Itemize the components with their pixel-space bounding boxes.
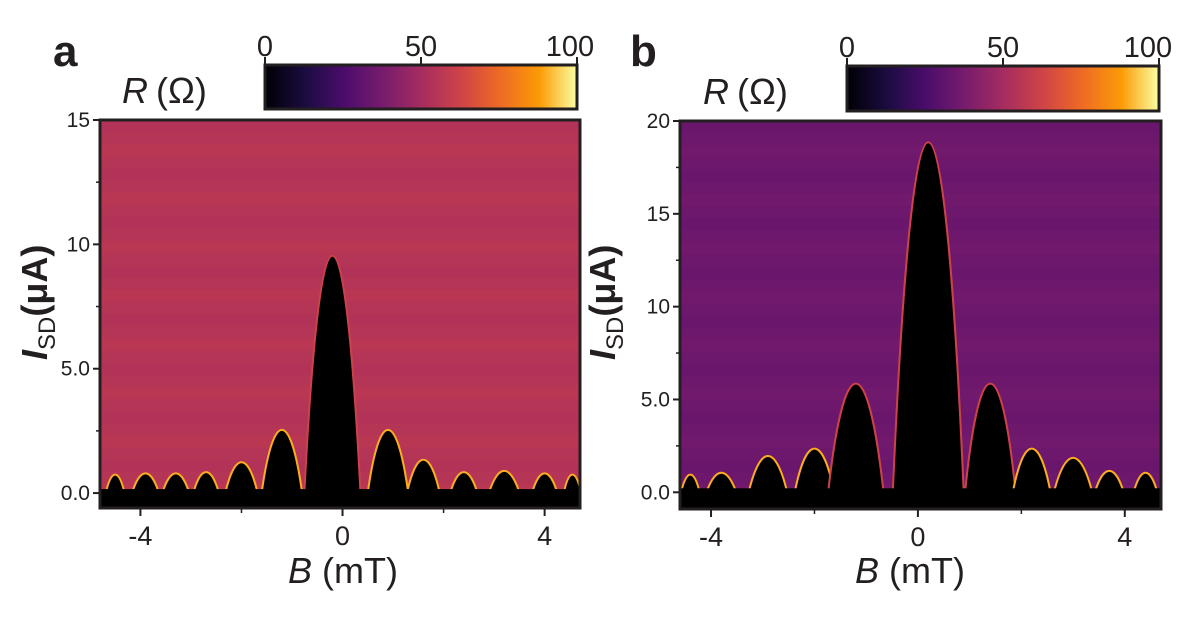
fringe-stripe (100, 192, 580, 205)
zero-resistance-lobe (260, 430, 304, 508)
y-tick-label: 15 (647, 203, 670, 226)
y-axis-ticks: 0.0 5.0 10 15 (61, 109, 100, 505)
y-axis-sub: SD (602, 317, 629, 350)
y-tick-label: 15 (67, 109, 90, 132)
colorbar-title-unit: (Ω) (737, 71, 788, 112)
y-axis-ticks: 0.0 5.0 10 15 20 (641, 110, 680, 504)
panel-label: a (53, 27, 78, 76)
x-tick-label: -4 (699, 522, 723, 552)
x-axis-unit: (mT) (322, 550, 398, 591)
zero-resistance-lobe (827, 384, 885, 509)
zero-resistance-lobe (964, 384, 1017, 509)
y-axis-label: ISD(μA) (14, 245, 61, 360)
y-axis-unit: (μA) (582, 245, 623, 317)
x-axis-ticks: -4 0 4 (128, 508, 552, 551)
x-tick-label: 4 (537, 521, 552, 551)
colorbar-gradient (263, 63, 579, 111)
zero-resistance-lobe (893, 143, 964, 509)
y-tick-label: 5.0 (641, 388, 670, 411)
fringe-stripe (680, 121, 1161, 134)
colorbar-tick-label: 0 (839, 32, 855, 64)
colorbar-title-unit: (Ω) (156, 70, 207, 111)
colorbar: 0 50 100 R (Ω) (122, 31, 594, 111)
colorbar-tick-label: 50 (405, 31, 437, 63)
x-axis-label: B (mT) (855, 550, 965, 591)
colorbar-tick-label: 100 (546, 31, 594, 63)
x-tick-label: 0 (335, 521, 350, 551)
colorbar-gradient (845, 64, 1161, 113)
heatmap-area (678, 119, 1163, 511)
y-axis-var: I (14, 349, 55, 360)
panel-a: a 0 50 100 R (Ω) 0.0 5.0 10 15 -4 0 4 B (mT) IS… (14, 27, 594, 591)
x-axis-ticks: -4 0 4 (699, 509, 1132, 552)
fringe-stripe (100, 168, 580, 181)
zero-resistance-lobes (100, 254, 580, 508)
y-axis-unit: (μA) (14, 245, 55, 317)
zero-resistance-lobes (680, 141, 1161, 509)
y-axis-sub: SD (34, 317, 61, 350)
x-axis-var: B (288, 550, 312, 591)
plot-frame (678, 119, 1163, 511)
colorbar-title: R (Ω) (122, 70, 207, 111)
colorbar-tick-label: 0 (257, 31, 273, 63)
colorbar-title: R (Ω) (703, 71, 788, 112)
y-tick-label: 10 (647, 296, 670, 319)
fringe-stripe (100, 241, 580, 254)
fringe-stripe (100, 144, 580, 157)
y-axis-label: ISD(μA) (582, 245, 629, 360)
colorbar-title-var: R (703, 71, 729, 112)
zero-current-band (100, 489, 580, 508)
colorbar-tick-label: 100 (1124, 32, 1172, 64)
plot-frame (98, 118, 582, 510)
y-tick-label: 5.0 (61, 358, 90, 381)
zero-resistance-lobe (366, 430, 410, 508)
y-axis-var: I (582, 349, 623, 360)
colorbar: 0 50 100 R (Ω) (703, 32, 1172, 113)
fringe-stripe (680, 145, 1161, 158)
x-axis-label: B (mT) (288, 550, 398, 591)
y-tick-label: 10 (67, 233, 90, 256)
y-tick-label: 0.0 (61, 482, 90, 505)
zero-resistance-lobe (304, 256, 361, 508)
x-tick-label: -4 (128, 521, 152, 551)
fringe-stripe (100, 120, 580, 133)
y-tick-label: 0.0 (641, 481, 670, 504)
x-axis-var: B (855, 550, 879, 591)
fringe-stripe (100, 217, 580, 230)
colorbar-title-var: R (122, 70, 148, 111)
panel-label: b (630, 27, 657, 76)
zero-current-band (680, 488, 1161, 509)
x-tick-label: 4 (1117, 522, 1132, 552)
heatmap-area (98, 118, 582, 510)
y-tick-label: 20 (647, 110, 670, 133)
x-tick-label: 0 (910, 522, 925, 552)
colorbar-tick-label: 50 (987, 32, 1019, 64)
x-axis-unit: (mT) (889, 550, 965, 591)
